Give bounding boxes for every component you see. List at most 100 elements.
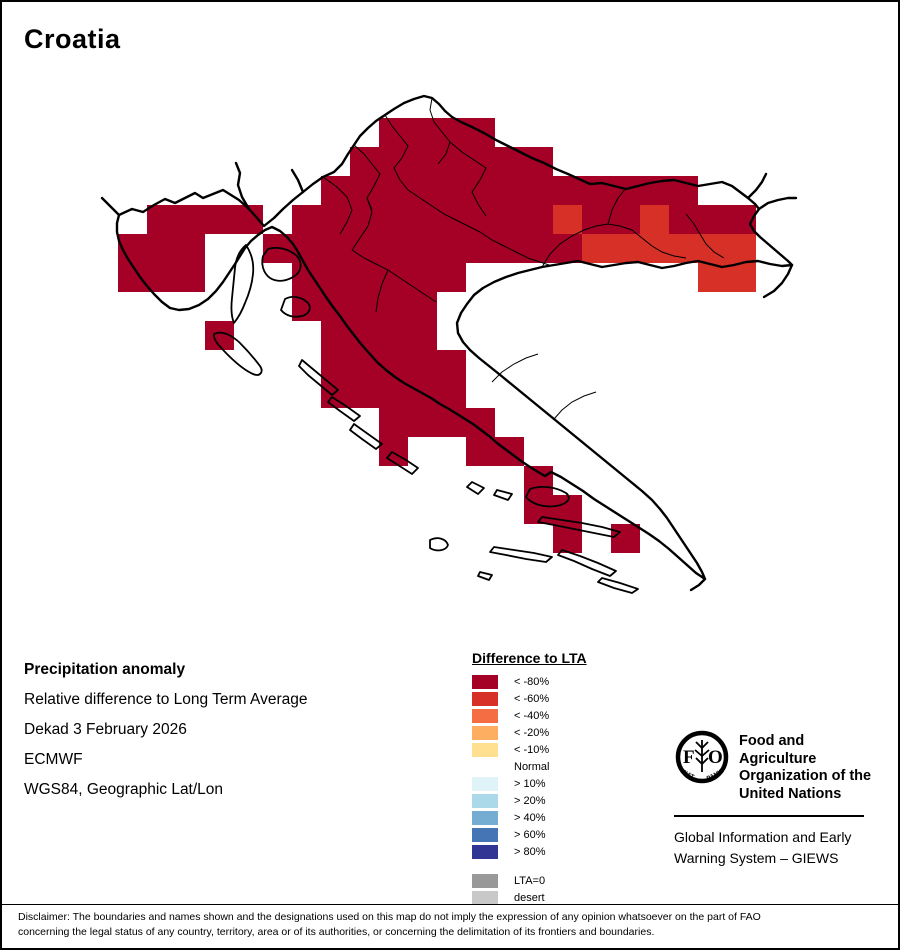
- fao-divider-line: [674, 815, 864, 817]
- legend-title: Difference to LTA: [472, 650, 587, 666]
- island-outline: [261, 246, 302, 282]
- giews-label: Global Information and Early Warning Syst…: [674, 827, 874, 869]
- legend-swatch: [472, 844, 498, 859]
- island-outline: [466, 481, 485, 495]
- anomaly-cell-lt_80: [379, 292, 408, 321]
- anomaly-cell-lt_80: [408, 147, 437, 176]
- legend-swatch: [472, 759, 498, 774]
- anomaly-cell-lt_80: [437, 379, 466, 408]
- legend-footer-items: LTA=0 desert: [472, 872, 587, 906]
- county-border-line: [384, 114, 409, 191]
- anomaly-cell-lt_80: [379, 408, 408, 437]
- giews-line: Global Information and Early: [674, 829, 852, 845]
- giews-line: Warning System – GIEWS: [674, 850, 839, 866]
- info-heading: Precipitation anomaly: [24, 661, 186, 678]
- anomaly-cell-lt_80: [408, 176, 437, 205]
- county-borders-layer: [322, 97, 725, 420]
- islands-layer: [213, 244, 639, 594]
- legend-swatch: [472, 873, 498, 888]
- county-border-line: [351, 249, 437, 303]
- legend-item-label: desert: [514, 891, 545, 904]
- island-outline: [537, 516, 621, 538]
- legend-item-label: > 20%: [514, 794, 546, 807]
- county-border-line: [351, 197, 373, 251]
- legend-swatch: [472, 890, 498, 905]
- legend-item-label: < -10%: [514, 743, 550, 756]
- anomaly-cell-lt_80: [350, 176, 379, 205]
- anomaly-cell-lt_80: [176, 263, 205, 292]
- legend-item: LTA=0: [472, 872, 587, 889]
- anomaly-cell-lt_80: [611, 176, 640, 205]
- legend-item-label: < -40%: [514, 709, 550, 722]
- svg-text:F: F: [683, 747, 695, 768]
- anomaly-cell-lt_80: [408, 234, 437, 263]
- anomaly-cells-layer: [118, 118, 756, 553]
- legend-item: > 80%: [472, 843, 587, 860]
- fao-organization-name: Food and Agriculture Organization of the U…: [739, 728, 874, 803]
- anomaly-cell-lt_80: [350, 205, 379, 234]
- anomaly-cell-lt_80: [466, 147, 495, 176]
- anomaly-cell-lt_80: [495, 176, 524, 205]
- island-outline: [349, 423, 383, 450]
- anomaly-cell-lt_80: [495, 205, 524, 234]
- national-border: [746, 172, 768, 200]
- svg-text:O: O: [708, 747, 723, 768]
- legend-gap: [472, 860, 587, 872]
- anomaly-cell-lt_60: [727, 234, 756, 263]
- county-border-line: [631, 229, 687, 259]
- island-outline: [298, 359, 339, 396]
- county-border-line: [491, 353, 539, 383]
- legend-item-label: < -60%: [514, 692, 550, 705]
- anomaly-cell-lt_60: [727, 263, 756, 292]
- disclaimer-text: Disclaimer: The boundaries and names sho…: [18, 910, 886, 940]
- national-border: [762, 263, 794, 299]
- legend-swatch: [472, 691, 498, 706]
- legend-item-label: > 10%: [514, 777, 546, 790]
- anomaly-cell-lt_80: [466, 437, 495, 466]
- county-border-line: [429, 97, 451, 165]
- anomaly-cell-lt_80: [553, 234, 582, 263]
- fao-name-line: Food and Agriculture: [739, 733, 817, 767]
- anomaly-cell-lt_80: [321, 205, 350, 234]
- anomaly-cell-lt_80: [350, 350, 379, 379]
- island-outline: [557, 549, 617, 577]
- island-outline: [230, 244, 255, 324]
- page-title: Croatia: [24, 24, 121, 54]
- anomaly-cell-lt_80: [408, 118, 437, 147]
- anomaly-cell-lt_80: [611, 524, 640, 553]
- national-border: [100, 196, 121, 217]
- legend-items: < -80% < -60% < -40% < -20% < -10% Normal > 10…: [472, 673, 587, 860]
- anomaly-cell-lt_80: [321, 350, 350, 379]
- island-outline: [493, 489, 513, 501]
- anomaly-cell-lt_80: [147, 263, 176, 292]
- anomaly-cell-lt_80: [379, 350, 408, 379]
- anomaly-cell-lt_80: [553, 176, 582, 205]
- anomaly-cell-lt_80: [321, 321, 350, 350]
- anomaly-cell-lt_60: [611, 234, 640, 263]
- legend-item-label: > 80%: [514, 845, 546, 858]
- anomaly-cell-lt_80: [379, 321, 408, 350]
- anomaly-cell-lt_80: [437, 176, 466, 205]
- disclaimer-divider: [2, 904, 898, 905]
- national-border: [757, 196, 798, 211]
- legend-item: < -20%: [472, 724, 587, 741]
- anomaly-cell-lt_80: [437, 205, 466, 234]
- legend-swatch: [472, 793, 498, 808]
- legend-item: < -80%: [472, 673, 587, 690]
- national-border: [689, 577, 707, 592]
- anomaly-cell-lt_80: [524, 205, 553, 234]
- anomaly-cell-lt_80: [524, 234, 553, 263]
- info-subtitle: Relative difference to Long Term Average: [24, 691, 308, 708]
- map-metadata-block: Precipitation anomaly Relative differenc…: [24, 655, 308, 805]
- legend-swatch: [472, 810, 498, 825]
- fao-footer-block: F O FIAT PANIS Food and Agriculture Organ…: [674, 728, 874, 869]
- anomaly-cell-lt_80: [176, 205, 205, 234]
- legend-item: > 60%: [472, 826, 587, 843]
- national-border: [115, 94, 794, 581]
- anomaly-cell-lt_60: [582, 234, 611, 263]
- county-border-line: [607, 187, 627, 225]
- county-border-line: [407, 189, 481, 233]
- legend-swatch: [472, 725, 498, 740]
